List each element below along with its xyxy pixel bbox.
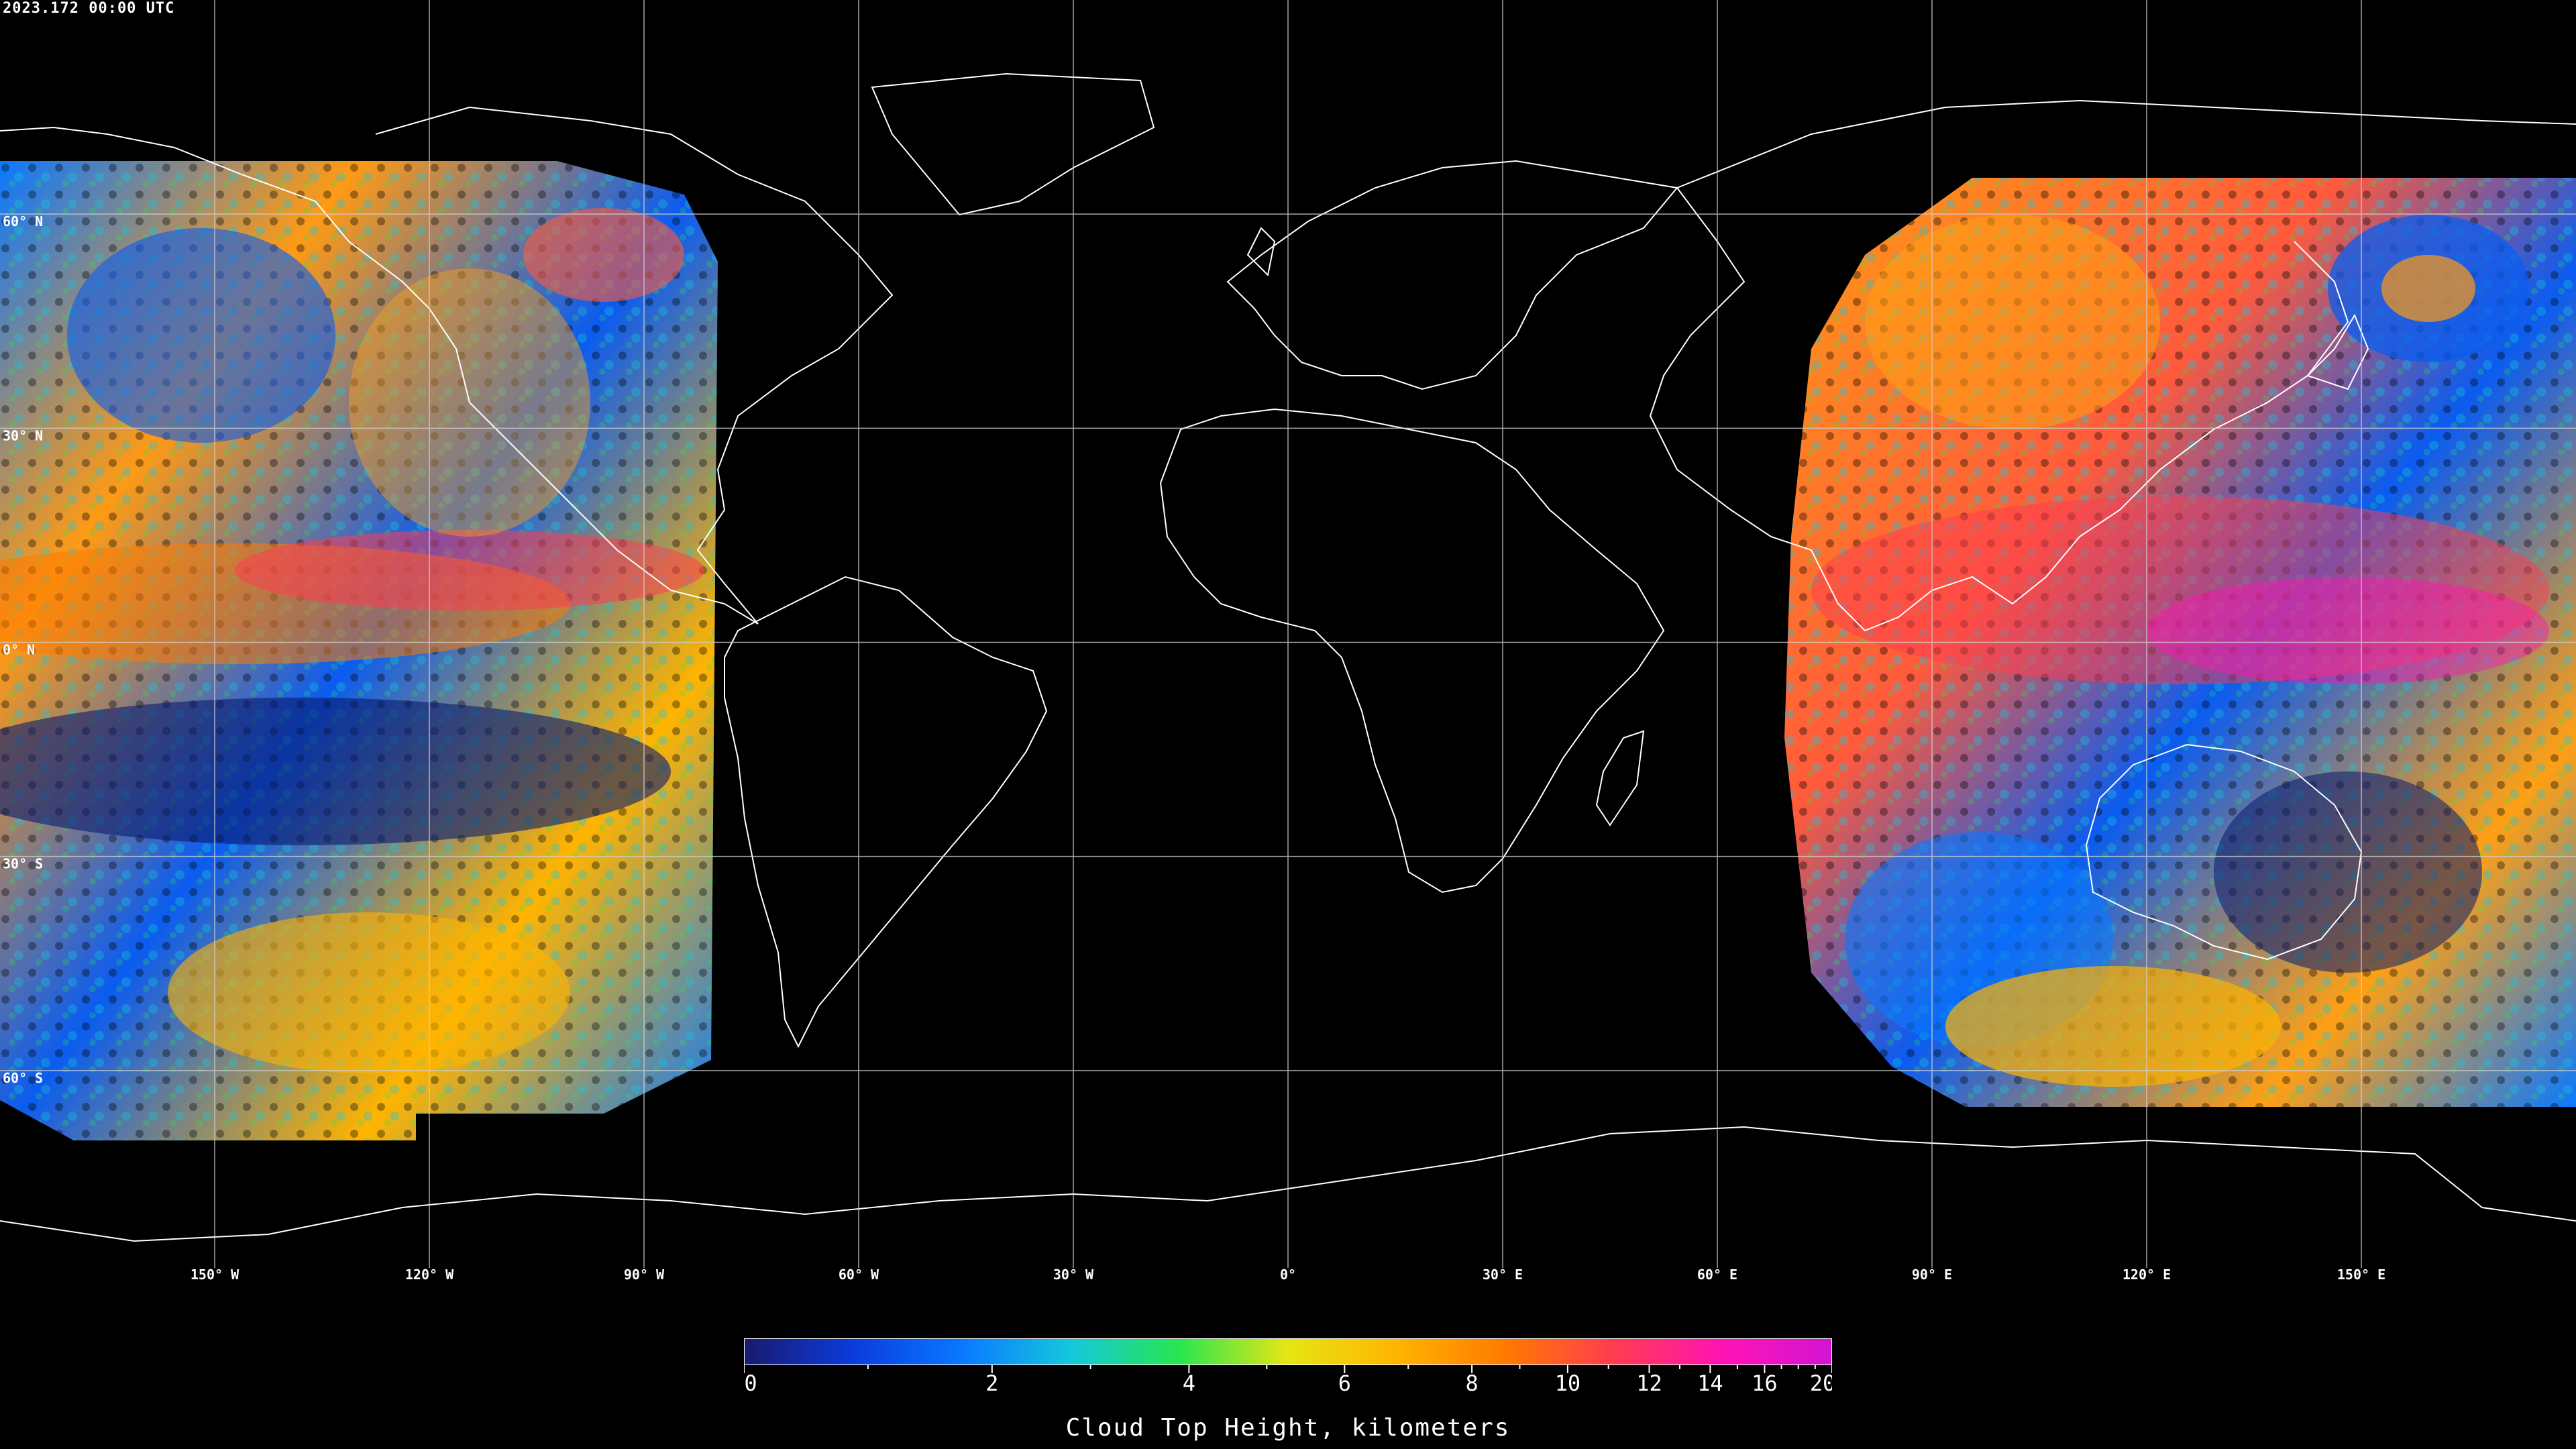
longitude-label: 120° W: [405, 1267, 454, 1283]
longitude-label: 90° W: [624, 1267, 665, 1283]
longitude-label: 150° E: [2337, 1267, 2385, 1283]
colorbar-tick-label: 2: [985, 1371, 998, 1396]
colorbar-tick-label: 0: [744, 1371, 757, 1396]
colorbar-tick-label: 4: [1183, 1371, 1195, 1396]
longitude-label: 30° W: [1053, 1267, 1094, 1283]
west-pacific-americas-swath: [0, 161, 718, 1140]
timestamp-label: 2023.172 00:00 UTC: [3, 0, 175, 17]
longitude-label: 150° W: [191, 1267, 239, 1283]
colorbar: [744, 1338, 1832, 1365]
colorbar-ticks: 0 2 4 6 8 10 12 14 16 20: [744, 1365, 1832, 1396]
longitude-label: 120° E: [2123, 1267, 2171, 1283]
longitude-labels: 150° W 120° W 90° W 60° W 30° W 0° 30° E 60° E 9…: [191, 1267, 2385, 1283]
colorbar-tick-label: 14: [1697, 1371, 1723, 1396]
latitude-label: 60° S: [3, 1070, 43, 1086]
colorbar-tick-label: 12: [1636, 1371, 1662, 1396]
coastlines: [0, 72, 2576, 1242]
colorbar-tick-label: 6: [1338, 1371, 1351, 1396]
latitude-label: 30° N: [3, 427, 43, 443]
latitude-labels: 60° N 30° N 0° N 30° S 60° S: [3, 213, 43, 1086]
longitude-label: 60° E: [1697, 1267, 1737, 1283]
longitude-label: 90° E: [1912, 1267, 1952, 1283]
longitude-label: 60° W: [839, 1267, 879, 1283]
longitude-label: 0°: [1280, 1267, 1296, 1283]
colorbar-tick-label: 10: [1555, 1371, 1581, 1396]
latitude-label: 30° S: [3, 856, 43, 872]
graticule: [0, 0, 2576, 1268]
colorbar-gradient: [744, 1338, 1832, 1365]
colorbar-title: Cloud Top Height, kilometers: [1065, 1414, 1511, 1442]
colorbar-tick-label: 16: [1752, 1371, 1778, 1396]
colorbar-tick-label: 20: [1810, 1371, 1832, 1396]
world-map: 150° W 120° W 90° W 60° W 30° W 0° 30° E 60° E 9…: [0, 0, 2576, 1283]
latitude-label: 60° N: [3, 213, 43, 229]
latitude-label: 0° N: [3, 642, 35, 658]
colorbar-tick-label: 8: [1465, 1371, 1478, 1396]
longitude-label: 30° E: [1483, 1267, 1523, 1283]
